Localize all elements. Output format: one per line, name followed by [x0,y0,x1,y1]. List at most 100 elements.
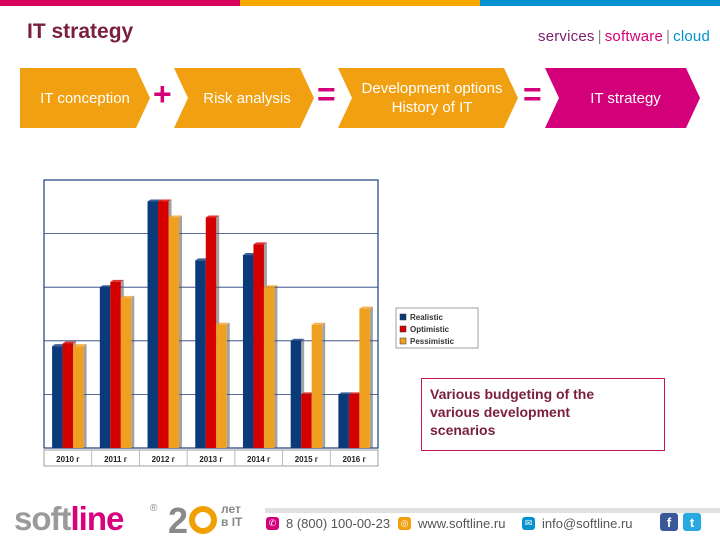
footer-divider [265,508,720,513]
bar-top [195,258,209,261]
anniversary-text: лет в IT [221,503,242,529]
bar-top [311,322,326,325]
contact-website[interactable]: ◎ www.softline.ru [398,516,505,531]
legend-swatch [399,313,407,321]
bar-side [369,306,373,448]
bar-top [242,253,257,256]
plus-operator: + [153,76,172,112]
bar [242,255,254,448]
equals-operator: = [523,76,542,112]
tick-label: 2015 г [295,455,319,464]
tagline-cloud: cloud [673,28,710,45]
bar-top [216,322,230,325]
flow-step-line1: Development options [361,80,503,97]
bar-chart-svg: 2010 г 2011 г 2012 г 2013 г 2014 г 2015 г 2016… [43,179,479,467]
bar-top [99,285,114,288]
tagline: services | software | cloud [538,28,710,45]
twitter-icon[interactable]: t [683,513,701,531]
bar-top [168,215,183,218]
logo-soft: soft [14,500,71,537]
bar [338,394,349,448]
bar [99,287,111,448]
tick-label: 2012 г [152,455,176,464]
bar [147,201,159,448]
legend-swatch [399,337,407,345]
note-line: Various budgeting of the [430,386,595,402]
flow-step-it-strategy: IT strategy [545,68,700,128]
bar-top [205,215,220,218]
budget-chart: 2010 г 2011 г 2012 г 2013 г 2014 г 2015 г 2016… [38,176,484,468]
anniversary-number: 2 [168,500,188,540]
bar-side [322,322,326,448]
bar-side [83,344,87,448]
bar [168,217,180,448]
bar-side [274,285,278,448]
flow-step-it-conception: IT conception [20,68,150,128]
bar-top [253,242,267,245]
phone-number: 8 (800) 100-00-23 [286,516,391,531]
page-title: IT strategy [27,20,134,43]
bar [205,217,217,448]
top-bar-segment-orange [240,0,480,6]
tagline-software: software [604,28,664,45]
email-link[interactable]: info@softline.ru [542,516,633,531]
note-box: Various budgeting of the various develop… [421,378,665,451]
bar [359,308,370,448]
registered-mark: ® [150,503,158,514]
bar [348,394,360,448]
logo-line: line [70,500,125,537]
bar-top [290,338,305,341]
tick-label: 2011 г [104,455,128,464]
legend-label: Realistic [410,313,443,322]
bar [263,287,275,448]
tick-label: 2013 г [199,455,223,464]
bar [120,297,132,448]
tagline-separator: | [597,28,602,45]
tick-label: 2010 г [56,455,80,464]
bar [195,260,206,448]
tick-label: 2016 г [342,455,366,464]
anniversary-ring-icon [189,506,217,534]
bar-top [359,306,373,309]
legend-box [395,307,479,349]
flow-step-risk-analysis: Risk analysis [174,68,314,128]
globe-icon: ◎ [398,517,411,530]
bar [301,394,312,448]
anniversary-line: лет [221,502,241,516]
bar-top [147,199,162,202]
bar [158,201,169,448]
tagline-services: services [538,28,595,45]
bar-side [131,295,135,448]
bar [110,281,121,448]
facebook-icon[interactable]: f [660,513,678,531]
bar-top [52,344,66,347]
flow-step-line2: History of IT [391,99,473,116]
flow-step-label: Development options History of IT [354,79,503,117]
bar-top [62,341,77,344]
bar-side [179,215,183,448]
phone-icon: ✆ [266,517,279,530]
bar [216,324,227,448]
bar-top [120,295,135,298]
flow-step-development-options: Development options History of IT [338,68,518,128]
bar-top [158,199,172,202]
bar [290,340,302,448]
bar [73,346,84,448]
bar-side [226,322,230,448]
equals-operator: = [317,76,336,112]
bar [52,346,63,448]
bar-top [110,279,124,282]
top-bar-segment-blue [480,0,720,6]
contact-phone: ✆ 8 (800) 100-00-23 [266,516,390,531]
flow-step-label: Risk analysis [203,89,291,107]
anniversary-line: в IT [221,515,243,529]
tick-label: 2014 г [247,455,271,464]
bar [62,343,74,448]
bar-top [73,344,87,347]
bar-top [338,392,352,395]
legend-swatch [399,325,407,333]
bar [253,244,264,448]
contact-email[interactable]: ✉ info@softline.ru [522,516,633,531]
bar-top [301,392,315,395]
website-link[interactable]: www.softline.ru [418,516,506,531]
